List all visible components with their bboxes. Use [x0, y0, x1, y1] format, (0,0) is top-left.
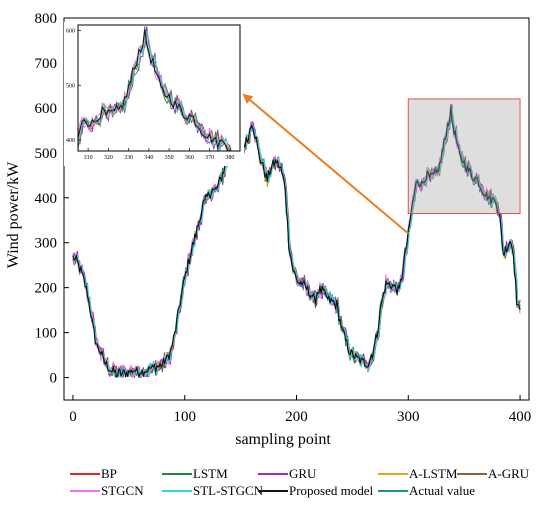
inset-x-tick-label: 350 — [165, 155, 174, 161]
legend-item: STL-STGCN — [162, 483, 264, 498]
inset-y-tick-label: 500 — [66, 83, 75, 89]
y-tick-label: 800 — [35, 11, 58, 27]
series-line-proposed-model — [72, 106, 521, 378]
inset-series-lines — [78, 26, 232, 151]
inset-x-tick-label: 320 — [104, 155, 113, 161]
legend: BP LSTM GRU A-LSTM A-GRU STGCN STL-STGCN Propos… — [70, 466, 530, 498]
inset-y-tick-label: 600 — [66, 28, 75, 34]
inset-x-tick-label: 370 — [205, 155, 214, 161]
zoom-region — [407, 98, 521, 214]
inset-x-tick-label: 330 — [124, 155, 133, 161]
legend-label: LSTM — [193, 466, 228, 481]
legend-item: Actual value — [378, 483, 475, 498]
legend-item: BP — [70, 466, 117, 481]
y-tick-label: 0 — [50, 371, 58, 387]
legend-item: A-LSTM — [378, 466, 458, 481]
y-tick-label: 600 — [35, 101, 58, 117]
x-tick-label: 400 — [509, 409, 532, 425]
x-tick-label: 100 — [173, 409, 196, 425]
legend-label: GRU — [289, 466, 317, 481]
x-axis-label: sampling point — [235, 431, 331, 448]
x-tick-label: 300 — [397, 409, 420, 425]
y-axis-label: Wind power/kW — [5, 161, 22, 268]
legend-label: STL-STGCN — [193, 483, 264, 498]
inset-line-proposed-model — [78, 29, 229, 151]
legend-item: GRU — [258, 466, 317, 481]
legend-item: Proposed model — [258, 483, 374, 498]
legend-item: STGCN — [70, 483, 144, 498]
inset-x-tick-label: 310 — [84, 155, 93, 161]
y-tick-label: 500 — [35, 146, 58, 162]
legend-item: LSTM — [162, 466, 228, 481]
inset-y-tick-label: 400 — [66, 138, 75, 144]
legend-label: STGCN — [101, 483, 144, 498]
x-tick-label: 0 — [69, 409, 77, 425]
zoom-arrow — [242, 93, 409, 235]
legend-label: A-LSTM — [409, 466, 458, 481]
y-tick-label: 200 — [35, 281, 58, 297]
inset-frame — [77, 24, 241, 152]
legend-label: BP — [101, 466, 117, 481]
y-tick-label: 100 — [35, 326, 58, 342]
main-series-lines — [72, 103, 521, 379]
legend-label: A-GRU — [488, 466, 530, 481]
zoom-source-box — [407, 98, 521, 214]
legend-label: Proposed model — [289, 483, 374, 498]
y-tick-label: 300 — [35, 236, 58, 252]
x-tick-label: 200 — [285, 409, 308, 425]
y-tick-label: 700 — [35, 56, 58, 72]
inset-x-tick-label: 360 — [185, 155, 194, 161]
inset-x-tick-label: 340 — [144, 155, 153, 161]
y-tick-label: 400 — [35, 191, 58, 207]
inset-x-tick-label: 380 — [225, 155, 234, 161]
legend-item: A-GRU — [457, 466, 530, 481]
legend-label: Actual value — [409, 483, 475, 498]
inset-zoom-chart: 310 320 330 340 350 360 370 380 400 500 600 — [64, 22, 244, 166]
main-axes: 0 100 200 300 400 0 100 200 300 400 500 600 700 800 — [35, 11, 532, 425]
